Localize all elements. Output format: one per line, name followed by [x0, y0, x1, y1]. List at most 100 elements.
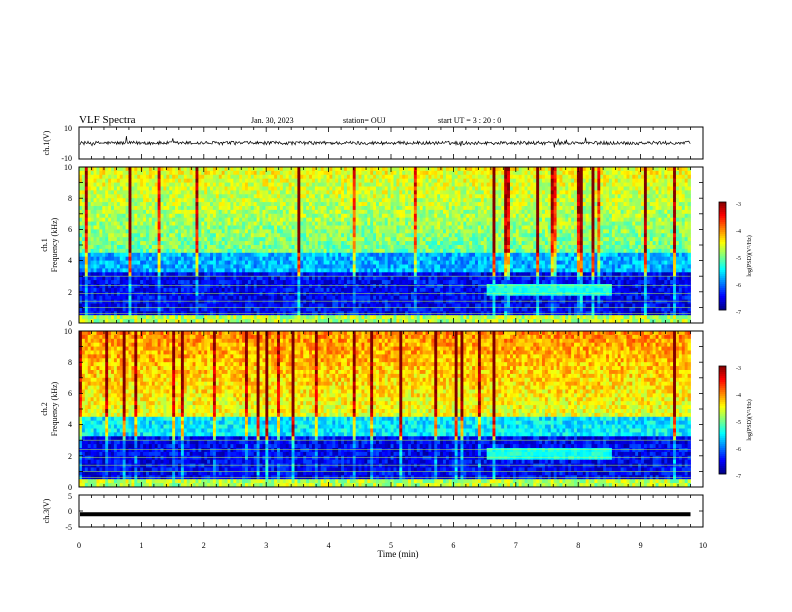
- spec-cell: [443, 221, 447, 226]
- spec-cell: [600, 194, 604, 199]
- spec-cell: [230, 241, 234, 246]
- spec-cell: [562, 233, 566, 238]
- spec-cell: [244, 217, 249, 222]
- spec-cell: [279, 167, 284, 172]
- spec-cell: [361, 167, 365, 172]
- spec-cell: [143, 186, 147, 191]
- spec-cell: [148, 237, 153, 242]
- spec-cell: [402, 198, 406, 203]
- spec-cell: [539, 213, 543, 219]
- spec-cell: [536, 206, 540, 211]
- spec-cell: [317, 237, 322, 242]
- spec-cell: [329, 182, 333, 187]
- spec-cell: [623, 237, 627, 242]
- spec-cell: [338, 186, 342, 191]
- spec-cell: [673, 170, 677, 176]
- spec-cell: [346, 233, 351, 238]
- spec-cell: [477, 221, 482, 226]
- spec-cell: [416, 178, 421, 183]
- spec-cell: [384, 252, 389, 258]
- spec-cell: [163, 206, 167, 211]
- spec-cell: [378, 237, 383, 242]
- spec-cell: [224, 221, 228, 226]
- spec-cell: [367, 190, 371, 195]
- spec-cell: [186, 194, 191, 199]
- spec-cell: [358, 190, 362, 195]
- spec-cell: [664, 170, 668, 176]
- spec-cell: [504, 182, 508, 187]
- spec-cell: [443, 237, 447, 242]
- spec-cell: [568, 186, 572, 191]
- spec-cell: [422, 229, 426, 234]
- spec-cell: [585, 190, 589, 195]
- spec-cell: [428, 245, 432, 250]
- spec-cell: [544, 213, 549, 219]
- spec-cell: [611, 194, 616, 199]
- spec-cell: [562, 206, 566, 211]
- spec-cell: [247, 174, 252, 180]
- spec-cell: [157, 202, 161, 207]
- spec-cell: [274, 252, 278, 258]
- spec-cell: [571, 225, 575, 230]
- spec-cell: [553, 245, 557, 250]
- spec-cell: [509, 178, 514, 183]
- spec-cell: [212, 167, 217, 172]
- spec-cell: [413, 233, 418, 238]
- spec-cell: [268, 213, 272, 219]
- spec-cell: [448, 217, 453, 222]
- spec-cell: [576, 229, 581, 234]
- spec-cell: [341, 217, 345, 222]
- spec-cell: [608, 217, 613, 222]
- spec-cell: [343, 248, 348, 254]
- spec-cell: [268, 233, 272, 238]
- spec-cell: [215, 213, 220, 219]
- spec-cell: [113, 178, 118, 183]
- spec-cell: [475, 178, 479, 183]
- spec-cell: [547, 178, 552, 183]
- spec-cell: [236, 252, 240, 258]
- spec-cell: [579, 237, 584, 242]
- spec-cell: [221, 213, 225, 219]
- spec-cell: [204, 170, 208, 176]
- spec-cell: [378, 221, 383, 226]
- spec-cell: [218, 190, 223, 195]
- spec-cell: [349, 237, 354, 242]
- spec-cell: [128, 209, 132, 215]
- spec-cell: [119, 186, 124, 191]
- spec-cell: [192, 225, 196, 230]
- spec-cell: [198, 174, 202, 180]
- spec-cell: [632, 182, 636, 187]
- spec-cell: [451, 233, 456, 238]
- spec-cell: [125, 198, 129, 203]
- spec-cell: [163, 186, 167, 191]
- spec-cell: [335, 225, 339, 230]
- spec-cell: [125, 245, 129, 250]
- spec-cell: [314, 167, 319, 172]
- spec-cell: [338, 167, 342, 172]
- spec-cell: [343, 182, 348, 187]
- spec-cell: [641, 229, 645, 234]
- spec-cell: [329, 248, 333, 254]
- spec-cell: [274, 248, 278, 254]
- spec-cell: [282, 252, 287, 258]
- spec-cell: [306, 167, 310, 172]
- spec-cell: [678, 221, 683, 226]
- spec-cell: [673, 167, 677, 172]
- spec-cell: [178, 182, 182, 187]
- spec-cell: [393, 182, 397, 187]
- spec-cell: [550, 186, 555, 191]
- spec-cell: [667, 194, 671, 199]
- spec-cell: [239, 248, 243, 254]
- spec-cell: [547, 194, 552, 199]
- spec-cell: [294, 202, 298, 207]
- spec-cell: [285, 225, 290, 230]
- spec-cell: [384, 248, 389, 254]
- spec-cell: [253, 213, 258, 219]
- spec-cell: [178, 202, 182, 207]
- spec-cell: [469, 178, 473, 183]
- spec-cell: [309, 213, 313, 219]
- spec-cell: [137, 225, 141, 230]
- spec-cell: [236, 213, 240, 219]
- spec-cell: [402, 190, 406, 195]
- spec-cell: [504, 221, 508, 226]
